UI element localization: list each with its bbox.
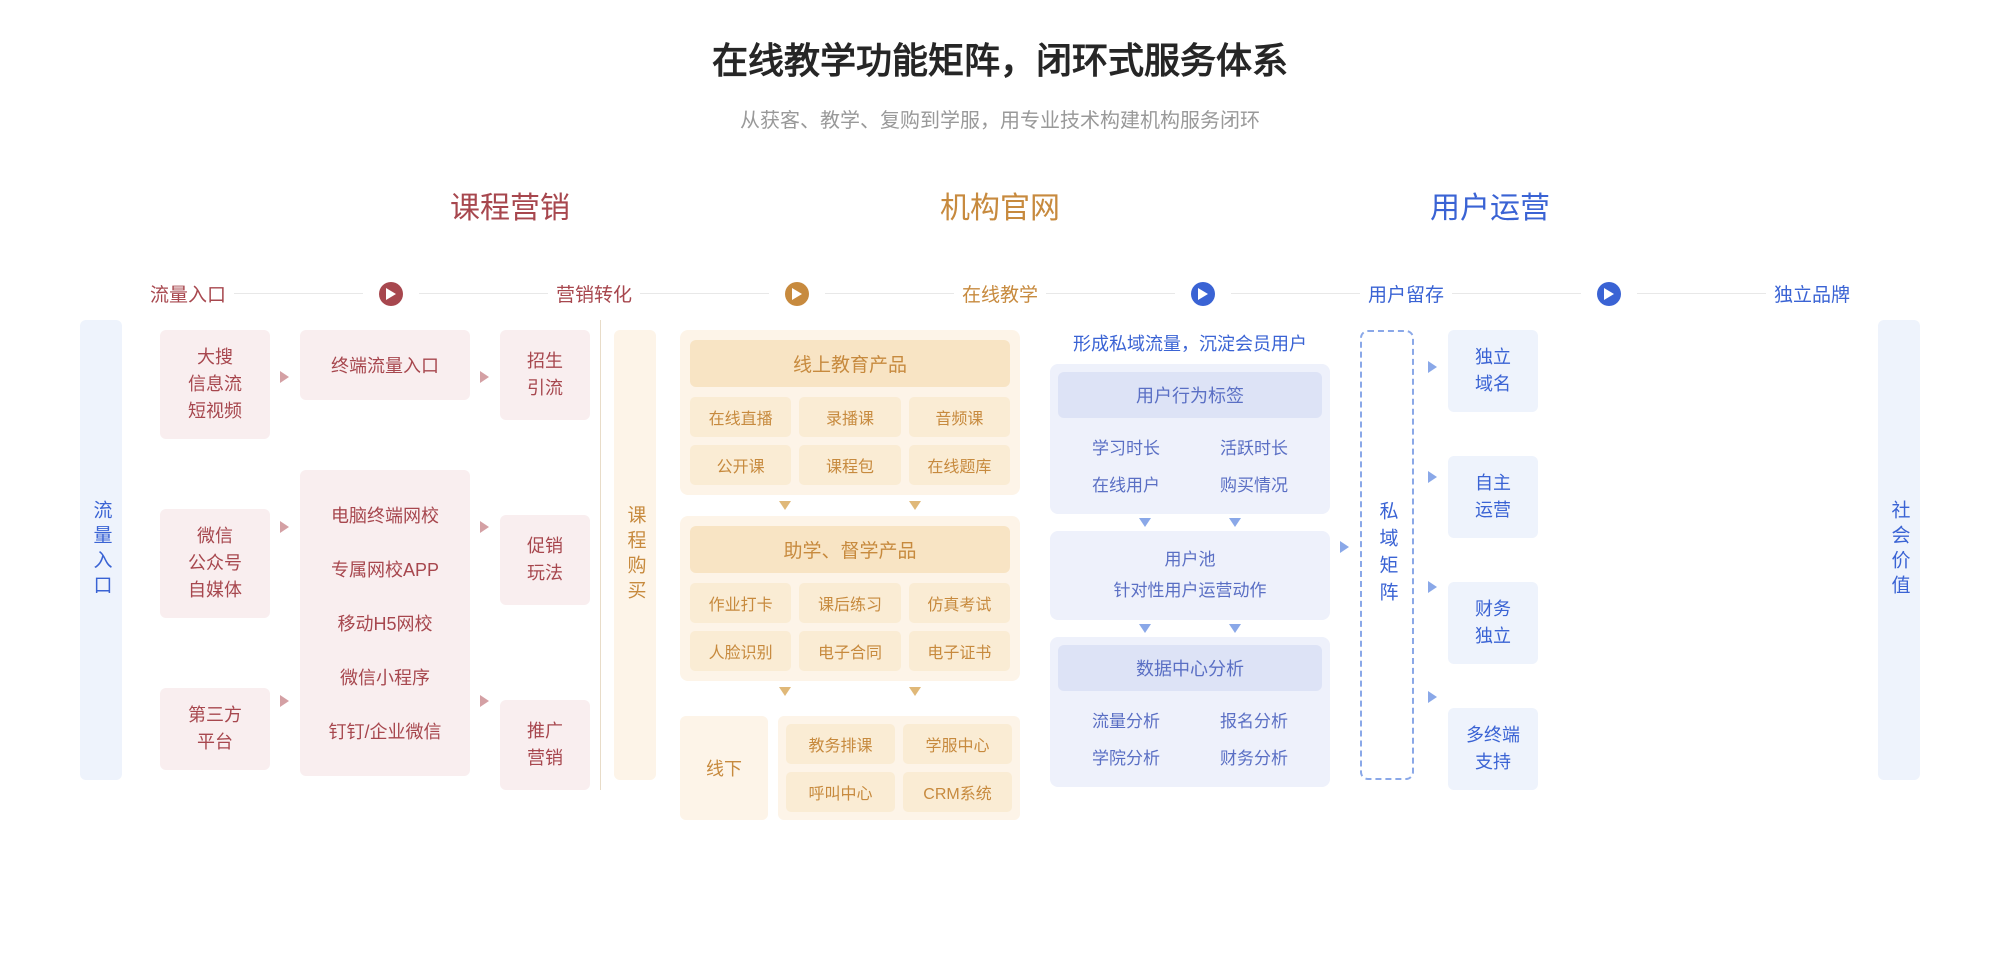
play-icon	[785, 282, 809, 306]
arrow-right-icon	[480, 520, 489, 536]
chip-quiz: 在线题库	[909, 445, 1010, 485]
chip-recorded: 录播课	[799, 397, 900, 437]
arrow-down-icon	[680, 495, 1020, 516]
stage-brand: 独立品牌	[1774, 280, 1850, 307]
stage-conversion: 营销转化	[556, 280, 632, 307]
terminal-dingtalk: 钉钉/企业微信	[310, 704, 460, 758]
conversion-promotion: 促销玩法	[500, 515, 590, 605]
source-thirdparty: 第三方平台	[160, 688, 270, 770]
chip-contract: 电子合同	[799, 631, 900, 671]
stage-traffic: 流量入口	[150, 280, 226, 307]
arrow-right-icon	[1428, 360, 1437, 376]
offline-products: 线下 教务排课 学服中心 呼叫中心 CRM系统	[680, 716, 1020, 820]
analysis-college: 学院分析	[1062, 738, 1190, 775]
chip-homework: 作业打卡	[690, 583, 791, 623]
data-center: 数据中心分析 流量分析 报名分析 学院分析 财务分析	[1050, 637, 1330, 787]
online-products: 线上教育产品 在线直播 录播课 音频课 公开课 课程包 在线题库	[680, 330, 1020, 495]
conversion-spread: 推广营销	[500, 700, 590, 790]
private-domain-caption: 形成私域流量，沉淀会员用户	[1050, 330, 1330, 356]
brand-independence: 独立域名 自主运营 财务独立 多终端支持	[1448, 330, 1538, 790]
arrow-right-icon	[1428, 470, 1437, 486]
user-behavior: 用户行为标签 学习时长 活跃时长 在线用户 购买情况	[1050, 364, 1330, 514]
play-icon	[379, 282, 403, 306]
arrow-right-icon	[480, 370, 489, 386]
terminal-list: 电脑终端网校 专属网校APP 移动H5网校 微信小程序 钉钉/企业微信	[300, 470, 470, 776]
play-icon	[1597, 282, 1621, 306]
chip-callcenter: 呼叫中心	[786, 772, 895, 812]
chip-schedule: 教务排课	[786, 724, 895, 764]
arrow-down-icon	[1050, 620, 1330, 637]
section-marketing: 课程营销	[450, 183, 570, 227]
section-operations: 用户运营	[1430, 183, 1550, 227]
arrow-right-icon	[280, 520, 289, 536]
private-domain-matrix: 私域矩阵	[1360, 330, 1414, 780]
pillar-social-value: 社会价值	[1878, 320, 1920, 780]
divider	[600, 320, 601, 790]
arrow-down-icon	[1050, 514, 1330, 531]
terminal-entry: 终端流量入口	[300, 330, 470, 400]
terminal-pc: 电脑终端网校	[310, 488, 460, 542]
chip-package: 课程包	[799, 445, 900, 485]
arrow-right-icon	[1340, 540, 1349, 556]
chip-exam: 仿真考试	[909, 583, 1010, 623]
chip-face: 人脸识别	[690, 631, 791, 671]
arrow-right-icon	[1428, 580, 1437, 596]
analysis-traffic: 流量分析	[1062, 701, 1190, 738]
study-aids-title: 助学、督学产品	[690, 526, 1010, 573]
brand-domain: 独立域名	[1448, 330, 1538, 412]
page-title: 在线教学功能矩阵，闭环式服务体系	[0, 0, 2000, 84]
terminal-miniprogram: 微信小程序	[310, 650, 460, 704]
chip-open: 公开课	[690, 445, 791, 485]
brand-selfop: 自主运营	[1448, 456, 1538, 538]
arrow-right-icon	[280, 370, 289, 386]
metric-online-users: 在线用户	[1062, 465, 1190, 502]
section-website: 机构官网	[940, 183, 1060, 227]
chip-service: 学服中心	[903, 724, 1012, 764]
arrow-right-icon	[480, 694, 489, 710]
stage-retention: 用户留存	[1368, 280, 1444, 307]
user-behavior-title: 用户行为标签	[1058, 372, 1322, 418]
offline-label: 线下	[680, 716, 768, 820]
terminal-h5: 移动H5网校	[310, 596, 460, 650]
analysis-enrollment: 报名分析	[1190, 701, 1318, 738]
arrow-right-icon	[280, 694, 289, 710]
user-operations: 形成私域流量，沉淀会员用户 用户行为标签 学习时长 活跃时长 在线用户 购买情况…	[1050, 330, 1330, 787]
stage-row: 流量入口 营销转化 在线教学 用户留存 独立品牌	[150, 280, 1850, 307]
pillar-traffic-entry: 流量入口	[80, 320, 122, 780]
terminal-app: 专属网校APP	[310, 542, 460, 596]
online-products-title: 线上教育产品	[690, 340, 1010, 387]
chip-cert: 电子证书	[909, 631, 1010, 671]
arrow-right-icon	[1428, 690, 1437, 706]
user-pool: 用户池 针对性用户运营动作	[1050, 531, 1330, 620]
traffic-sources: 大搜信息流短视频 微信公众号自媒体 第三方平台	[160, 330, 270, 770]
study-aids: 助学、督学产品 作业打卡 课后练习 仿真考试 人脸识别 电子合同 电子证书	[680, 516, 1020, 681]
brand-finance: 财务独立	[1448, 582, 1538, 664]
chip-audio: 音频课	[909, 397, 1010, 437]
play-icon	[1191, 282, 1215, 306]
teaching-products: 线上教育产品 在线直播 录播课 音频课 公开课 课程包 在线题库 助学、督学产品…	[680, 330, 1020, 820]
stage-teaching: 在线教学	[962, 280, 1038, 307]
conversion-enrollment: 招生引流	[500, 330, 590, 420]
section-headers: 课程营销 机构官网 用户运营	[0, 183, 2000, 227]
metric-active-time: 活跃时长	[1190, 428, 1318, 465]
data-center-title: 数据中心分析	[1058, 645, 1322, 691]
chip-crm: CRM系统	[903, 772, 1012, 812]
source-wechat: 微信公众号自媒体	[160, 509, 270, 618]
terminals: 终端流量入口 电脑终端网校 专属网校APP 移动H5网校 微信小程序 钉钉/企业…	[300, 330, 470, 776]
arrow-down-icon	[680, 681, 1020, 702]
chip-live: 在线直播	[690, 397, 791, 437]
course-purchase-bridge: 课程购买	[614, 330, 656, 780]
marketing-conversion: 招生引流 促销玩法 推广营销	[500, 330, 590, 790]
source-search: 大搜信息流短视频	[160, 330, 270, 439]
metric-study-time: 学习时长	[1062, 428, 1190, 465]
metric-purchase: 购买情况	[1190, 465, 1318, 502]
analysis-finance: 财务分析	[1190, 738, 1318, 775]
page-subtitle: 从获客、教学、复购到学服，用专业技术构建机构服务闭环	[0, 104, 2000, 133]
chip-practice: 课后练习	[799, 583, 900, 623]
brand-multiterm: 多终端支持	[1448, 708, 1538, 790]
